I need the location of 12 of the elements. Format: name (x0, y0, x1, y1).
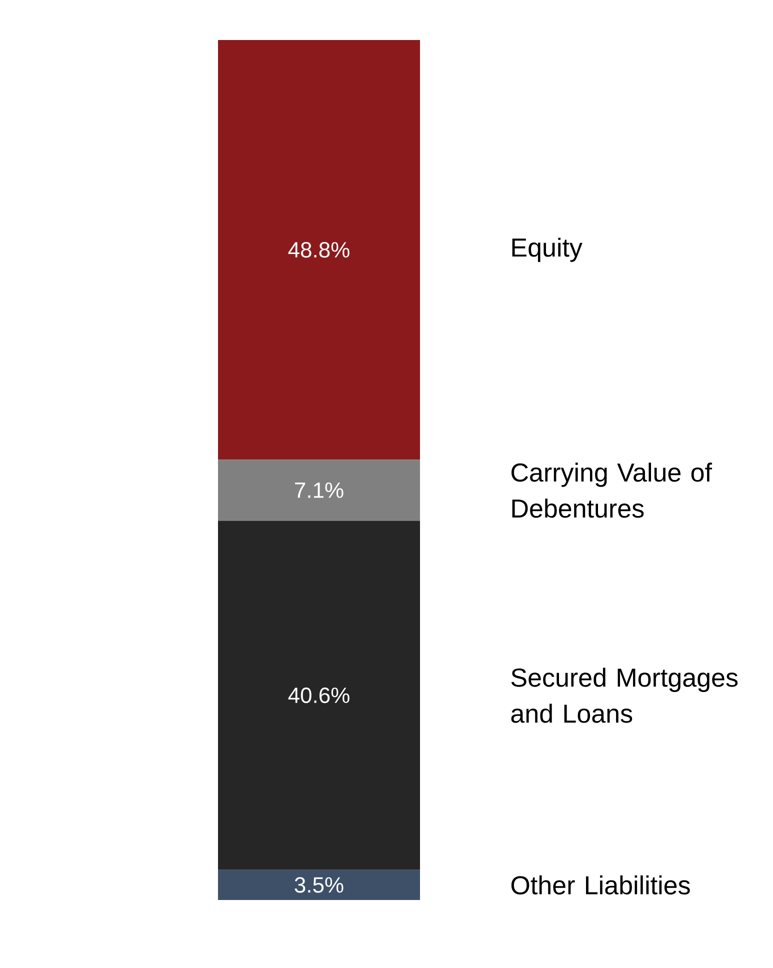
data-label: 7.1% (295, 482, 344, 498)
bar (218, 870, 420, 900)
data-label: 48.8% (288, 242, 350, 258)
text: Other Liabilities (511, 875, 690, 894)
text: Secured Mortgages and Loans (511, 668, 738, 723)
bar (218, 460, 420, 521)
text: Carrying Value of Debentures (512, 462, 712, 518)
bar (218, 40, 420, 460)
data-label: 3.5% (294, 877, 344, 893)
bar (218, 520, 420, 870)
text: Equity (512, 238, 582, 262)
data-label: 40.6% (288, 688, 350, 704)
